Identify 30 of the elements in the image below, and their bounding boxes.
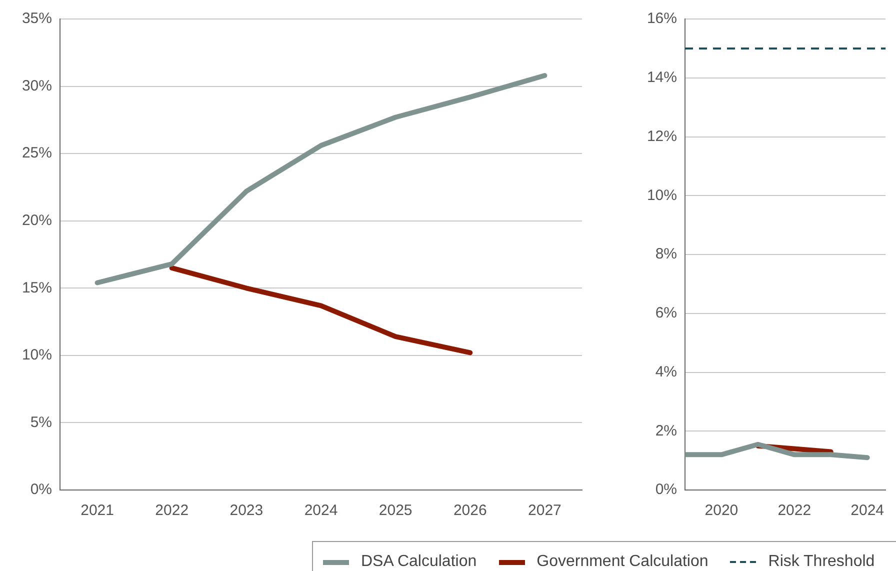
legend-label: DSA Calculation [361, 553, 477, 571]
x-tick-label: 2022 [155, 502, 189, 520]
y-tick-label: 8% [655, 246, 677, 263]
y-tick-label: 0% [30, 481, 52, 498]
y-tick-label: 20% [22, 212, 52, 229]
x-tick-label: 2024 [850, 502, 884, 520]
x-tick-label: 2020 [704, 502, 738, 520]
y-tick-label: 35% [22, 10, 52, 28]
y-tick-label: 2% [655, 422, 677, 440]
x-tick-label: 2024 [304, 502, 338, 520]
x-tick-label: 2026 [453, 502, 487, 520]
y-tick-label: 0% [655, 481, 677, 498]
y-tick-label: 10% [646, 186, 677, 204]
y-tick-label: 4% [655, 363, 677, 380]
x-tick-label: 2025 [378, 502, 412, 520]
y-tick-label: 15% [22, 279, 52, 296]
x-tick-label: 2027 [528, 502, 562, 520]
y-tick-label: 25% [22, 144, 52, 162]
y-tick-label: 16% [646, 10, 677, 28]
x-tick-label: 2022 [778, 502, 812, 520]
x-tick-label: 2021 [80, 502, 114, 520]
y-tick-label: 14% [646, 69, 677, 86]
y-tick-label: 10% [22, 346, 52, 364]
y-tick-label: 5% [30, 414, 52, 431]
legend-label: Risk Threshold [768, 553, 875, 571]
legend-label: Government Calculation [536, 553, 708, 571]
y-tick-label: 6% [655, 304, 677, 322]
x-tick-label: 2023 [230, 502, 264, 520]
y-tick-label: 12% [646, 128, 677, 145]
y-tick-label: 30% [22, 77, 52, 94]
